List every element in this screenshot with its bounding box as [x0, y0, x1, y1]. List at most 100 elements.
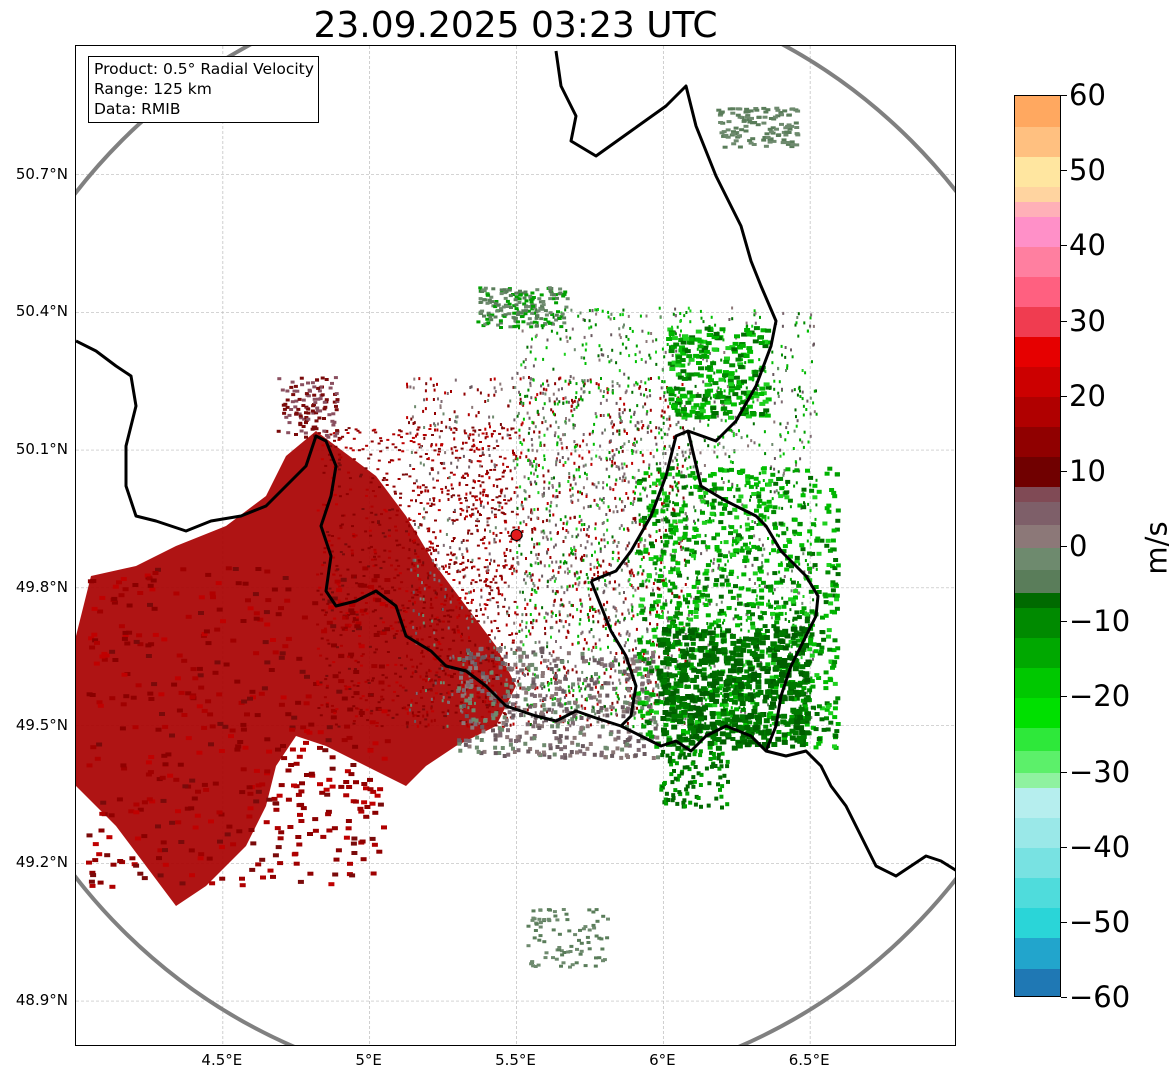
echo-pixel [655, 683, 660, 688]
echo-pixel [643, 606, 646, 610]
echo-pixel [580, 704, 583, 708]
echo-pixel [519, 590, 522, 594]
echo-pixel [320, 834, 327, 839]
echo-pixel [782, 544, 788, 549]
echo-pixel [442, 620, 445, 623]
echo-pixel [492, 661, 495, 665]
echo-pixel [628, 611, 631, 615]
echo-pixel [344, 446, 348, 449]
echo-pixel [462, 663, 465, 667]
echo-pixel [502, 725, 505, 728]
echo-pixel [264, 737, 271, 742]
echo-pixel [408, 475, 412, 478]
echo-pixel [663, 394, 665, 398]
echo-pixel [794, 408, 797, 412]
echo-pixel [640, 650, 643, 654]
echo-pixel [346, 432, 350, 434]
echo-pixel [578, 689, 581, 693]
echo-pixel [613, 658, 618, 663]
echo-pixel [446, 518, 449, 522]
echo-pixel [471, 717, 476, 722]
echo-pixel [456, 598, 460, 601]
echo-pixel [416, 715, 420, 717]
echo-pixel [532, 378, 535, 382]
echo-pixel [375, 598, 382, 603]
echo-pixel [519, 668, 524, 673]
echo-pixel [615, 712, 618, 716]
echo-pixel [693, 427, 695, 431]
echo-pixel [147, 691, 154, 696]
echo-pixel [572, 689, 575, 692]
echo-pixel [707, 418, 710, 421]
echo-pixel [577, 641, 580, 645]
echo-pixel [503, 722, 508, 727]
echo-pixel [606, 391, 609, 395]
echo-pixel [417, 525, 420, 529]
echo-pixel [429, 571, 432, 575]
echo-pixel [563, 674, 566, 678]
echo-pixel [568, 472, 571, 475]
echo-pixel [483, 718, 488, 723]
echo-pixel [717, 443, 719, 447]
echo-pixel [441, 699, 444, 703]
echo-pixel [101, 651, 108, 656]
echo-pixel [552, 650, 555, 654]
echo-pixel [429, 498, 431, 502]
echo-pixel [428, 428, 432, 430]
echo-pixel [300, 747, 306, 752]
echo-pixel [516, 551, 519, 554]
echo-pixel [522, 417, 525, 421]
echo-pixel [559, 518, 562, 522]
echo-pixel [429, 505, 433, 507]
echo-pixel [594, 672, 598, 677]
echo-pixel [426, 572, 430, 575]
echo-pixel [384, 640, 388, 643]
echo-pixel [583, 523, 586, 526]
echo-pixel [722, 503, 728, 508]
echo-pixel [141, 834, 148, 839]
echo-pixel [486, 692, 491, 696]
echo-pixel [656, 448, 659, 452]
echo-pixel [479, 662, 483, 665]
echo-pixel [533, 430, 536, 434]
echo-pixel [378, 680, 385, 685]
echo-pixel [577, 677, 581, 682]
echo-pixel [574, 552, 577, 556]
echo-pixel [457, 738, 462, 743]
echo-pixel [417, 711, 421, 713]
echo-pixel [684, 659, 687, 663]
echo-pixel [554, 697, 557, 701]
echo-pixel [427, 574, 431, 577]
echo-pixel [575, 718, 578, 722]
echo-pixel [487, 710, 491, 713]
echo-pixel [464, 714, 469, 719]
echo-pixel [329, 784, 336, 789]
echo-pixel [687, 306, 690, 310]
radar-map[interactable] [75, 45, 956, 1046]
echo-pixel [275, 845, 282, 850]
echo-pixel [626, 667, 629, 671]
echo-pixel [553, 402, 556, 406]
echo-pixel [583, 678, 588, 683]
echo-pixel [399, 492, 403, 495]
echo-pixel [664, 452, 667, 455]
echo-pixel [693, 519, 695, 523]
echo-pixel [518, 629, 521, 633]
echo-pixel [348, 477, 352, 480]
echo-pixel [426, 713, 429, 717]
echo-pixel [705, 359, 708, 363]
echo-pixel [382, 629, 385, 632]
echo-pixel [486, 469, 489, 473]
echo-pixel [627, 608, 630, 612]
echo-pixel [559, 697, 562, 701]
echo-pixel [567, 382, 570, 386]
echo-pixel [534, 398, 537, 401]
echo-pixel [134, 836, 141, 841]
echo-pixel [572, 376, 575, 380]
echo-pixel [416, 428, 420, 431]
echo-pixel [600, 377, 602, 380]
echo-pixel [593, 607, 596, 611]
echo-pixel [621, 342, 624, 346]
echo-pixel [679, 404, 682, 408]
echo-pixel [345, 819, 352, 823]
